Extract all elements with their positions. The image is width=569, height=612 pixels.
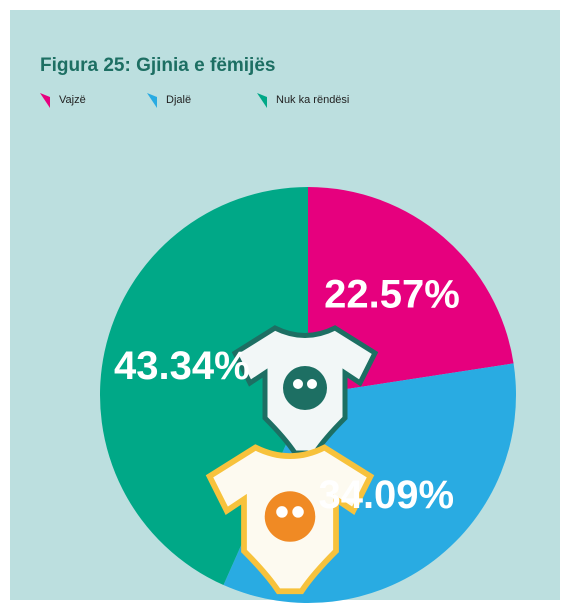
legend-label: Nuk ka rëndësi — [276, 94, 349, 106]
chart-title: Figura 25: Gjinia e fëmijës — [40, 55, 275, 76]
eye — [276, 506, 288, 518]
onesie-face — [265, 491, 316, 542]
eye — [307, 379, 317, 389]
data-label: 34.09% — [318, 473, 454, 517]
onesie-face — [283, 366, 327, 410]
eye — [293, 379, 303, 389]
eye — [292, 506, 304, 518]
legend-label: Djalë — [166, 94, 191, 106]
chart: Figura 25: Gjinia e fëmijës Vajzë Djalë Nu… — [0, 0, 569, 612]
data-label: 43.34% — [114, 344, 250, 388]
data-label: 22.57% — [324, 273, 460, 317]
legend-label: Vajzë — [59, 94, 86, 106]
